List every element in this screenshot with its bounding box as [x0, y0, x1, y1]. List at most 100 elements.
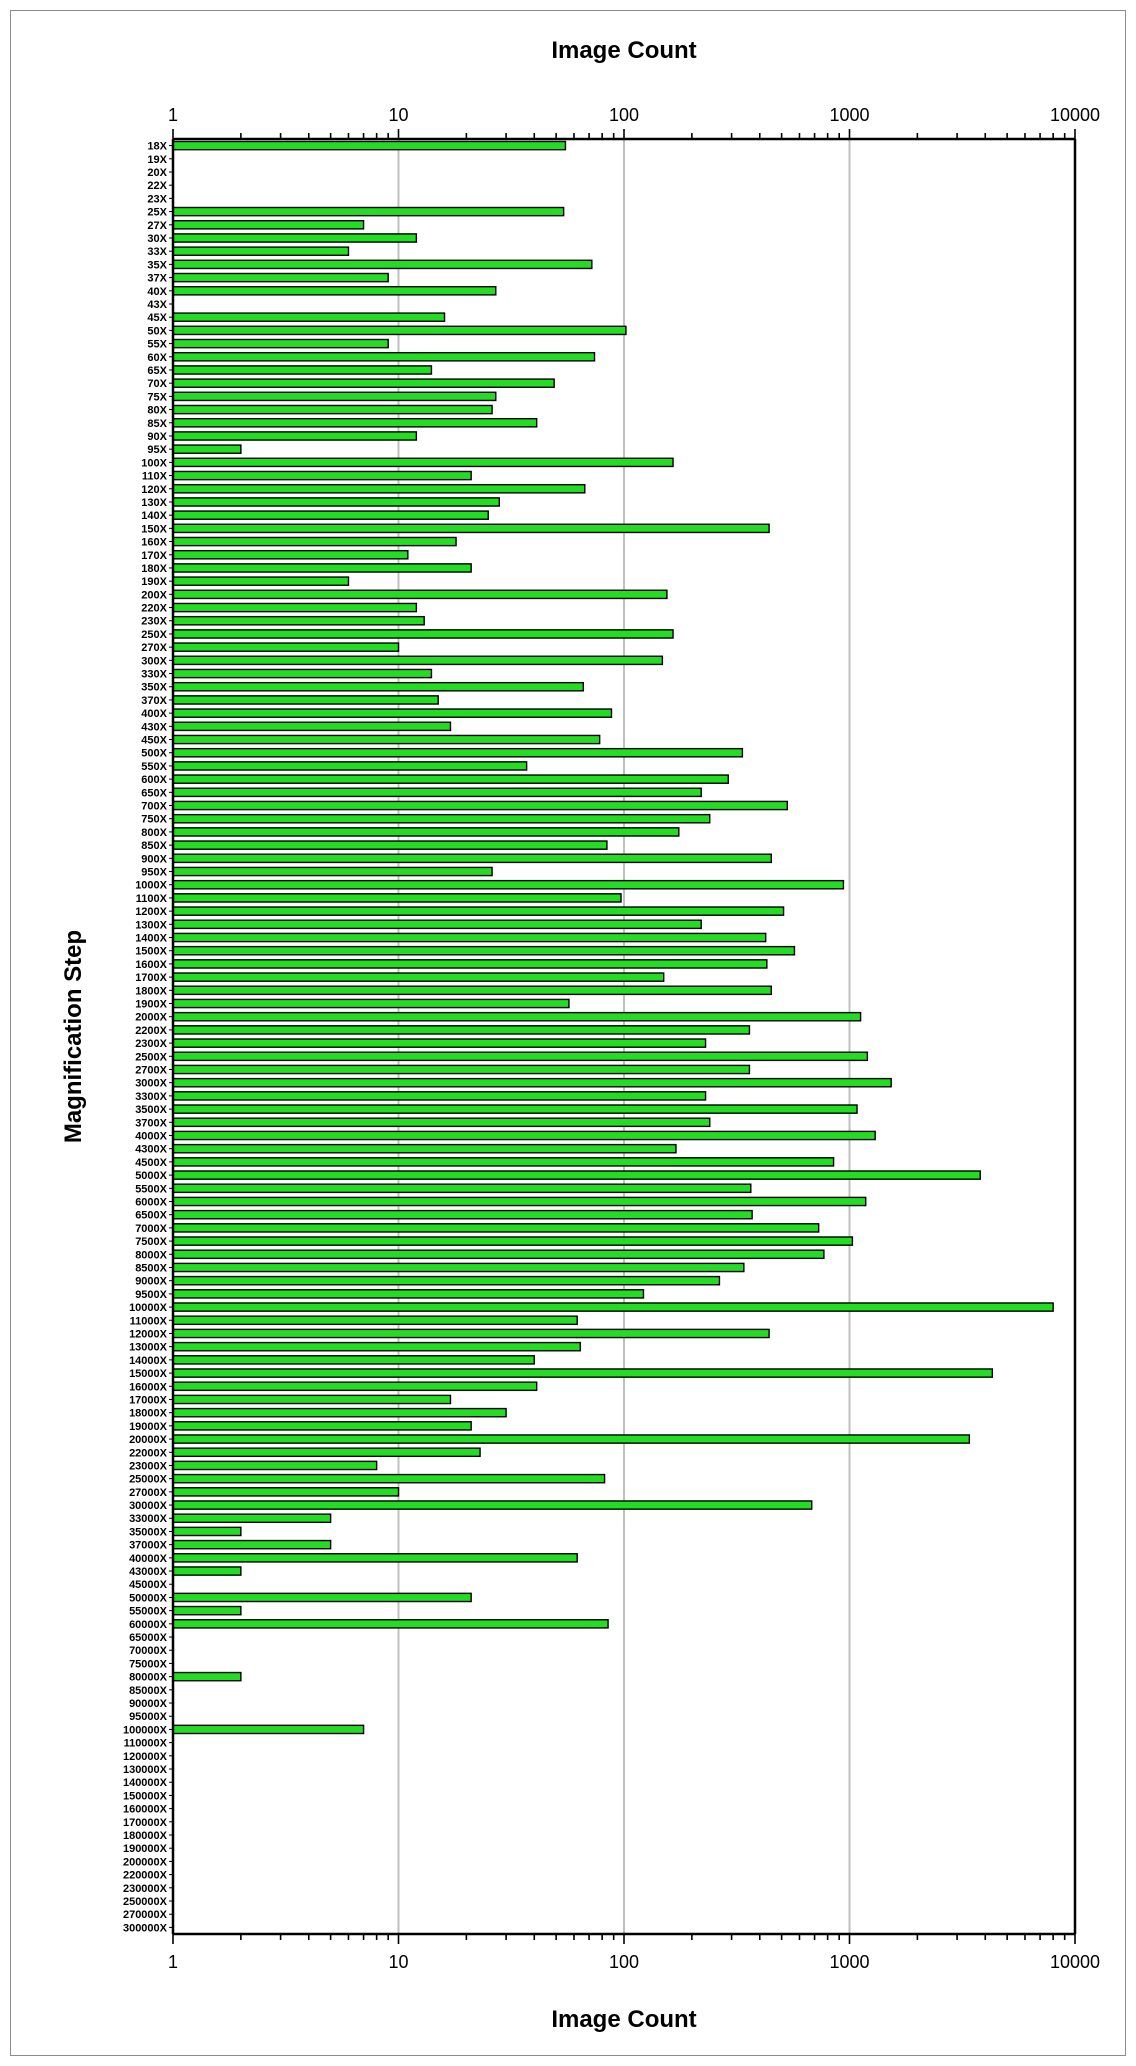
bar: [172, 827, 680, 837]
y-tick-label: 950X: [141, 867, 167, 879]
bar: [172, 853, 772, 864]
y-tick-label: 1300X: [135, 919, 167, 931]
y-tick-label: 370X: [141, 695, 167, 707]
y-tick-label: 600X: [141, 774, 167, 786]
bar: [172, 325, 627, 336]
bar: [172, 879, 845, 890]
y-tick-label: 140X: [141, 510, 167, 522]
y-tick-label: 20000X: [129, 1434, 168, 1446]
bar: [172, 338, 389, 349]
axes: 1 1 10 10 100 100 1000 1000 10000 10000: [168, 105, 1100, 1972]
y-tick-label: 25X: [147, 207, 167, 219]
bar: [172, 140, 567, 151]
bar: [172, 1619, 609, 1629]
y-tick-label: 10000X: [129, 1302, 168, 1314]
x-tick-label-bottom: 100: [609, 1952, 639, 1972]
y-tick-label: 900X: [141, 853, 167, 865]
bar: [172, 497, 501, 507]
bar: [172, 589, 668, 600]
bar: [172, 985, 772, 996]
y-tick-label: 20X: [147, 167, 167, 179]
bar: [172, 431, 418, 441]
y-tick-label: 4000X: [135, 1130, 167, 1142]
y-tick-label: 11000X: [130, 1315, 168, 1327]
y-tick-label: 55X: [147, 339, 167, 351]
y-tick-label: 300000X: [123, 1922, 168, 1934]
bar: [172, 1553, 578, 1563]
y-tick-label: 19000X: [129, 1421, 168, 1433]
bar: [172, 932, 767, 943]
y-tick-label: 7000X: [135, 1223, 167, 1235]
y-tick-label: 33X: [147, 246, 167, 258]
bar: [172, 1209, 753, 1220]
y-tick-label: 1000X: [135, 880, 167, 892]
bar: [172, 1526, 242, 1537]
bar: [172, 1315, 578, 1326]
y-tick-label: 230X: [141, 616, 167, 628]
y-tick-label: 1600X: [135, 959, 167, 971]
bar: [172, 219, 365, 230]
y-tick-label: 5500X: [135, 1183, 167, 1195]
y-tick-label: 8500X: [135, 1262, 167, 1274]
y-tick-label: 30000X: [129, 1500, 168, 1512]
y-tick-label: 150000X: [123, 1790, 168, 1802]
y-tick-label: 7500X: [135, 1236, 167, 1248]
y-tick-label: 80000X: [129, 1672, 168, 1684]
y-tick-label: 37X: [147, 273, 167, 285]
bar: [172, 1011, 862, 1022]
y-tick-label: 60X: [147, 352, 167, 364]
y-tick-label: 220000X: [123, 1870, 168, 1882]
x-tick-label-bottom: 10: [388, 1952, 408, 1972]
x-axis-title-bottom: Image Count: [551, 2006, 696, 2033]
bar: [172, 536, 457, 547]
y-tick-label: 43000X: [129, 1566, 168, 1578]
bar: [172, 998, 570, 1009]
bar: [172, 655, 664, 666]
y-tick-label: 200X: [141, 589, 167, 601]
y-tick-label: 3000X: [135, 1078, 167, 1090]
x-tick-label-bottom: 10000: [1050, 1952, 1100, 1972]
bar: [172, 1249, 825, 1260]
bar: [172, 1196, 867, 1207]
y-tick-label: 8000X: [135, 1249, 167, 1261]
bar: [172, 1091, 707, 1101]
y-tick-label: 850X: [141, 840, 167, 852]
y-tick-label: 75X: [147, 391, 167, 403]
bar: [172, 1724, 365, 1735]
y-tick-label: 2200X: [135, 1025, 167, 1037]
y-tick-label: 6500X: [135, 1210, 167, 1222]
bar: [172, 549, 409, 560]
y-tick-label: 18000X: [129, 1408, 168, 1420]
bar: [172, 1275, 721, 1286]
x-tick-label-bottom: 1000: [829, 1952, 869, 1972]
y-tick-label: 350X: [141, 682, 167, 694]
bar: [172, 1487, 400, 1497]
bar: [172, 1592, 472, 1603]
y-tick-label: 1200X: [135, 906, 167, 918]
bar: [172, 721, 452, 732]
bar: [172, 417, 538, 428]
bar: [172, 774, 729, 784]
y-tick-label: 1500X: [135, 946, 167, 958]
bar: [172, 563, 472, 573]
bar: [172, 959, 768, 969]
bar: [172, 813, 711, 824]
bar: [172, 866, 493, 877]
y-tick-label: 800X: [141, 827, 167, 839]
y-tick-label: 30X: [147, 233, 167, 245]
y-tick-label: 27000X: [129, 1487, 168, 1499]
bar: [172, 470, 472, 481]
bar: [172, 1381, 538, 1392]
y-tick-label: 180000X: [123, 1830, 168, 1842]
y-tick-label: 19X: [147, 154, 167, 166]
y-tick-label: 3700X: [135, 1117, 167, 1129]
x-tick-label-top: 1: [168, 105, 178, 125]
y-tick-label: 40X: [147, 286, 167, 298]
y-tick-label: 650X: [141, 787, 167, 799]
y-tick-label: 2700X: [135, 1064, 167, 1076]
y-tick-label: 70X: [147, 378, 167, 390]
y-tick-label: 130X: [141, 497, 167, 509]
y-tick-label: 250000X: [123, 1896, 168, 1908]
y-tick-label: 550X: [141, 761, 167, 773]
y-tick-label: 1800X: [135, 985, 167, 997]
